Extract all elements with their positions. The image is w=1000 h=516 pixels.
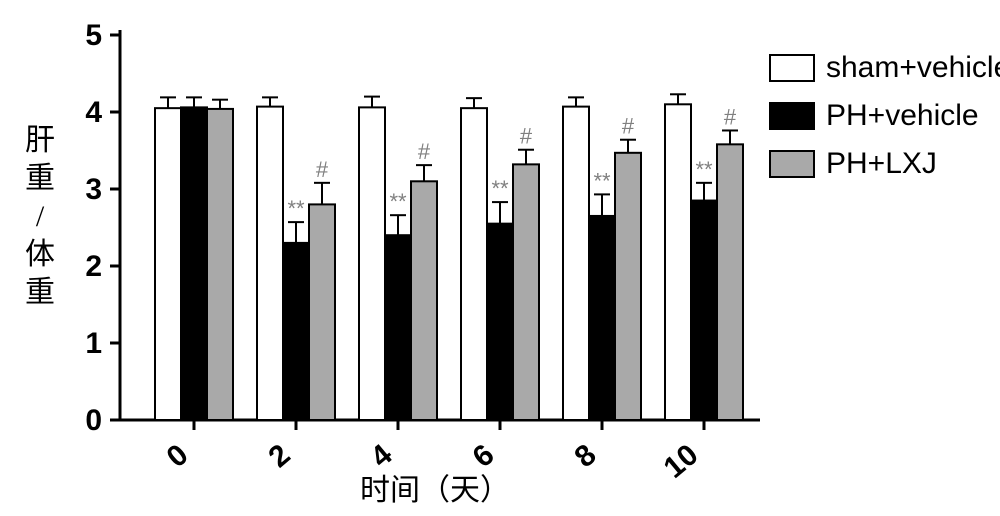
significance-marker: ** (389, 189, 407, 214)
bar-ph_vehicle (181, 107, 207, 420)
y-axis-label: 重 (25, 276, 55, 309)
y-axis-label: / (36, 200, 45, 233)
bar-sham_vehicle (155, 108, 181, 420)
legend-label-sham_vehicle: sham+vehicle (826, 51, 1000, 84)
bar-sham_vehicle (359, 107, 385, 420)
significance-marker: ** (287, 196, 305, 221)
bar-ph_lxj (207, 109, 233, 420)
significance-marker: # (316, 157, 329, 182)
significance-marker: # (418, 139, 431, 164)
legend-label-ph_lxj: PH+LXJ (826, 147, 937, 180)
bar-ph_vehicle (385, 235, 411, 420)
legend-swatch-ph_lxj (770, 151, 814, 177)
significance-marker: # (622, 114, 635, 139)
legend-swatch-ph_vehicle (770, 103, 814, 129)
bar-ph_vehicle (589, 216, 615, 420)
y-tick-label: 0 (85, 404, 102, 437)
y-axis-label: 肝 (25, 124, 55, 157)
significance-marker: ** (695, 157, 713, 182)
y-axis-label: 体 (25, 238, 55, 271)
bar-ph_vehicle (487, 224, 513, 420)
x-axis-label: 时间（天） (360, 474, 510, 507)
bar-ph_lxj (615, 153, 641, 420)
bar-ph_vehicle (283, 243, 309, 420)
significance-marker: ** (491, 176, 509, 201)
y-tick-label: 3 (85, 173, 102, 206)
bar-ph_lxj (513, 164, 539, 420)
y-tick-label: 4 (85, 96, 102, 129)
bar-ph_vehicle (691, 201, 717, 420)
significance-marker: ** (593, 168, 611, 193)
y-tick-label: 2 (85, 250, 102, 283)
legend-swatch-sham_vehicle (770, 55, 814, 81)
y-axis-label: 重 (25, 162, 55, 195)
y-tick-label: 1 (85, 327, 102, 360)
bar-sham_vehicle (563, 107, 589, 420)
bar-ph_lxj (309, 204, 335, 420)
significance-marker: # (520, 124, 533, 149)
bar-ph_lxj (411, 181, 437, 420)
bar-ph_lxj (717, 144, 743, 420)
bar-sham_vehicle (257, 107, 283, 420)
chart-container: 0123450**#2**#4**#6**#8**#10肝重/体重时间（天）sh… (0, 0, 1000, 516)
bar-sham_vehicle (665, 104, 691, 420)
legend-label-ph_vehicle: PH+vehicle (826, 99, 979, 132)
significance-marker: # (724, 104, 737, 129)
bar-chart: 0123450**#2**#4**#6**#8**#10肝重/体重时间（天）sh… (0, 0, 1000, 516)
bar-sham_vehicle (461, 108, 487, 420)
y-tick-label: 5 (85, 19, 102, 52)
